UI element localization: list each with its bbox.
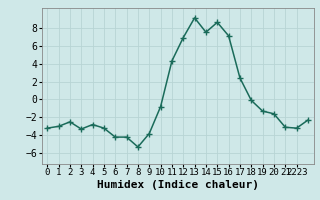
X-axis label: Humidex (Indice chaleur): Humidex (Indice chaleur): [97, 180, 259, 190]
